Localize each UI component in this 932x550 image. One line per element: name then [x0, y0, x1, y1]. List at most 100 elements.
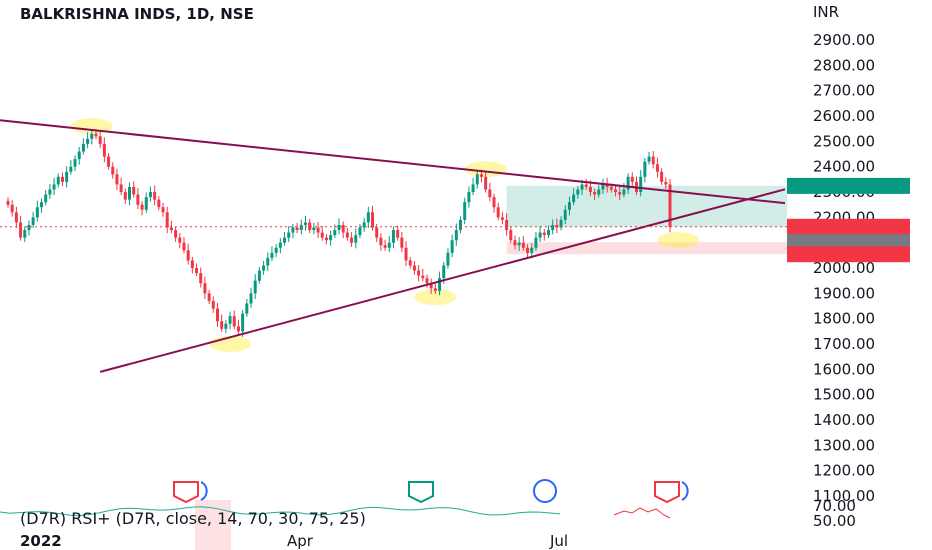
candle-body: [107, 156, 111, 167]
candle-body: [371, 212, 375, 228]
candle-body: [303, 222, 307, 225]
candle-body: [597, 189, 601, 195]
candle-body: [211, 300, 215, 309]
candle-body: [467, 192, 471, 203]
trendline-upper[interactable]: [0, 119, 786, 205]
candle-body: [412, 265, 416, 271]
candle-body: [400, 237, 404, 248]
dividend-event-marker[interactable]: [533, 479, 557, 503]
candle-body: [320, 232, 324, 238]
candle-body: [195, 268, 199, 274]
candle-body: [517, 242, 521, 246]
candle-body: [588, 186, 592, 193]
candle-body: [165, 212, 169, 228]
candle-body: [471, 184, 475, 193]
y-tick-label: 2900.00: [813, 31, 875, 49]
candle-body: [215, 308, 219, 322]
candle-body: [450, 240, 454, 253]
pivot-highlight: [657, 232, 700, 249]
y-tick-label: 1700.00: [813, 335, 875, 353]
candle-body: [391, 230, 395, 243]
candle-body: [329, 235, 333, 241]
candle-body: [408, 260, 412, 266]
candle-body: [31, 217, 35, 225]
candlestick-series: [6, 129, 672, 337]
earnings-event-marker[interactable]: [173, 481, 208, 504]
candle-body: [52, 184, 56, 190]
rsi-level-50: 50.00: [813, 512, 856, 530]
candle-body: [178, 237, 182, 243]
candle-body: [366, 212, 370, 223]
price-axis[interactable]: 1100.00 1200.00 1300.00 1400.00 1500.00 1600.…: [813, 31, 875, 505]
candle-body: [593, 192, 597, 195]
candle-body: [199, 273, 203, 284]
candle-body: [287, 232, 291, 238]
candle-body: [207, 293, 211, 301]
candle-body: [358, 227, 362, 236]
candle-body: [232, 316, 236, 327]
candle-body: [454, 230, 458, 241]
candle-body: [576, 189, 580, 195]
candle-body: [651, 156, 655, 165]
candle-body: [169, 227, 173, 231]
candle-body: [203, 283, 207, 294]
candle-body: [102, 143, 106, 157]
price-tags: [787, 177, 910, 263]
earnings-event-marker[interactable]: [654, 481, 689, 504]
y-tick-label: 1500.00: [813, 386, 875, 404]
candle-body: [119, 184, 123, 193]
candle-body: [115, 174, 119, 185]
trendline-lower[interactable]: [99, 188, 786, 373]
candle-body: [442, 265, 446, 279]
candle-body: [488, 189, 492, 198]
x-tick-2022: 2022: [20, 532, 62, 550]
candle-body: [312, 227, 316, 231]
candle-body: [60, 176, 64, 182]
candle-body: [19, 222, 23, 238]
candle-body: [241, 313, 245, 332]
candle-body: [521, 242, 525, 248]
candle-body: [463, 202, 467, 220]
currency-label: INR: [813, 3, 839, 21]
candle-body: [446, 252, 450, 266]
candle-body: [98, 136, 102, 144]
candle-body: [605, 184, 609, 187]
candle-body: [65, 171, 69, 182]
candle-body: [379, 237, 383, 246]
rsi-pane: [0, 500, 671, 550]
candle-body: [622, 189, 626, 195]
x-tick-apr: Apr: [287, 532, 314, 550]
candle-body: [500, 217, 504, 220]
pivot-highlights: [70, 118, 700, 353]
candle-body: [496, 207, 500, 218]
candle-body: [253, 280, 257, 294]
y-tick-label: 1100.00: [813, 487, 875, 505]
pivot-highlight: [209, 336, 252, 353]
candle-body: [425, 278, 429, 284]
candle-body: [56, 176, 60, 185]
candle-body: [48, 189, 52, 195]
candle-body: [77, 151, 81, 160]
trendlines[interactable]: [0, 119, 786, 373]
candle-body: [128, 186, 132, 200]
candle-body: [14, 212, 18, 223]
event-markers[interactable]: [173, 479, 689, 504]
candle-body: [572, 194, 576, 203]
candle-body: [509, 230, 513, 241]
candle-body: [316, 227, 320, 233]
candle-body: [257, 270, 261, 281]
candle-body: [417, 270, 421, 276]
earnings-event-marker[interactable]: [408, 481, 434, 504]
candle-body: [438, 278, 442, 291]
candle-body: [274, 247, 278, 253]
y-tick-label: 2600.00: [813, 107, 875, 125]
candle-body: [530, 247, 534, 253]
y-tick-label: 2700.00: [813, 82, 875, 100]
candle-body: [630, 176, 634, 182]
candle-body: [584, 184, 588, 187]
candle-body: [182, 242, 186, 251]
dividend-arc-icon: [681, 481, 689, 501]
candle-body: [186, 250, 190, 261]
x-tick-jul: Jul: [549, 532, 568, 550]
